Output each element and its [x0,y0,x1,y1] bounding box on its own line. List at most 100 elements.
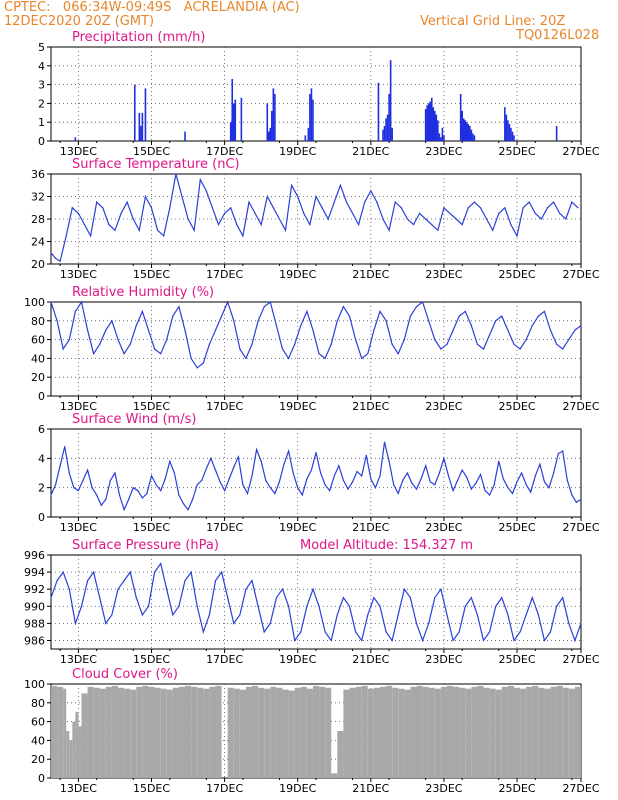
cloud-bar [154,687,161,778]
y-tick-label: 80 [31,697,45,710]
data-point [446,614,448,616]
cloud-bar [343,689,350,778]
cloud-bar [410,686,417,778]
data-point [269,301,271,303]
precip-bar [435,114,438,141]
data-point [68,588,70,590]
data-point [457,479,459,481]
x-tick-label: 15DEC [133,400,170,413]
data-point [412,224,415,226]
data-point [227,597,229,599]
data-point [172,614,174,616]
cloud-bar [178,686,186,778]
y-tick-label: 20 [31,258,45,271]
data-point [574,639,576,642]
data-point [530,491,532,493]
data-point [400,207,402,209]
y-tick-label: 0 [38,772,45,785]
data-point [559,212,561,214]
cloud-bar [78,726,82,778]
data-point [470,324,472,327]
precip-bar [269,127,272,141]
data-point [415,306,418,308]
data-point [568,339,570,341]
data-point [411,482,413,484]
data-point [193,229,195,231]
data-point [333,201,335,203]
data-point [199,179,201,181]
data-point [342,306,345,308]
x-tick-label: 23DEC [425,653,462,666]
data-point [507,329,509,331]
precip-bar [467,124,470,141]
data-point [50,252,52,254]
data-point [379,475,381,477]
x-tick-label: 17DEC [206,782,243,795]
cloud-bar [379,686,387,778]
data-point [65,235,67,237]
data-point [155,484,157,486]
data-point [135,597,137,599]
data-point [319,472,322,474]
cloud-bar [325,687,332,778]
data-point [466,476,468,478]
data-point [540,218,543,220]
data-point [236,224,238,226]
data-point [345,201,348,203]
data-point [190,571,192,573]
data-point [111,614,113,616]
x-tick-label: 17DEC [206,653,243,666]
data-point [403,588,405,590]
series-line [50,300,582,369]
cloud-bar [434,688,441,778]
precip-bar [272,88,275,141]
data-point [111,320,113,322]
data-point [373,329,375,331]
data-point [105,622,107,624]
cloud-bar [440,686,447,778]
precip-bar [133,84,136,141]
data-point [391,639,393,642]
cloud-bar [203,688,210,778]
x-tick-label: 13DEC [60,521,97,534]
data-point [425,218,427,220]
x-tick-label: 25DEC [498,521,535,534]
cloud-bar [520,688,527,778]
data-point [507,487,509,489]
precip-bar [274,94,276,141]
cloud-bar [69,740,73,778]
data-point [196,367,198,369]
cloud-bar [51,685,58,778]
data-point [391,343,393,345]
data-point [105,498,107,500]
data-point [71,207,73,209]
data-point [470,488,472,490]
data-point [552,472,555,474]
cloud-bar [349,687,356,778]
cloud-bar [495,689,502,778]
series-line [50,173,579,263]
precip-bar [427,103,430,141]
data-point [278,218,281,220]
panel-title: Surface Wind (m/s) [72,412,196,427]
cloud-bar [258,687,265,778]
precip-bar [229,122,232,141]
data-point [99,343,101,345]
data-point [217,224,220,226]
data-point [370,190,372,192]
data-point [172,315,174,317]
data-point [403,339,405,341]
data-point [245,588,247,590]
cloud-bar [209,686,216,778]
data-point [415,622,418,624]
data-point [429,481,431,483]
data-point [157,229,159,231]
precip-bar [437,120,439,141]
data-point [476,614,479,616]
x-tick-label: 27DEC [562,268,599,281]
data-point [56,580,58,582]
y-tick-label: 0 [38,135,45,148]
data-point [385,320,387,322]
data-point [224,212,226,214]
data-point [141,310,143,312]
